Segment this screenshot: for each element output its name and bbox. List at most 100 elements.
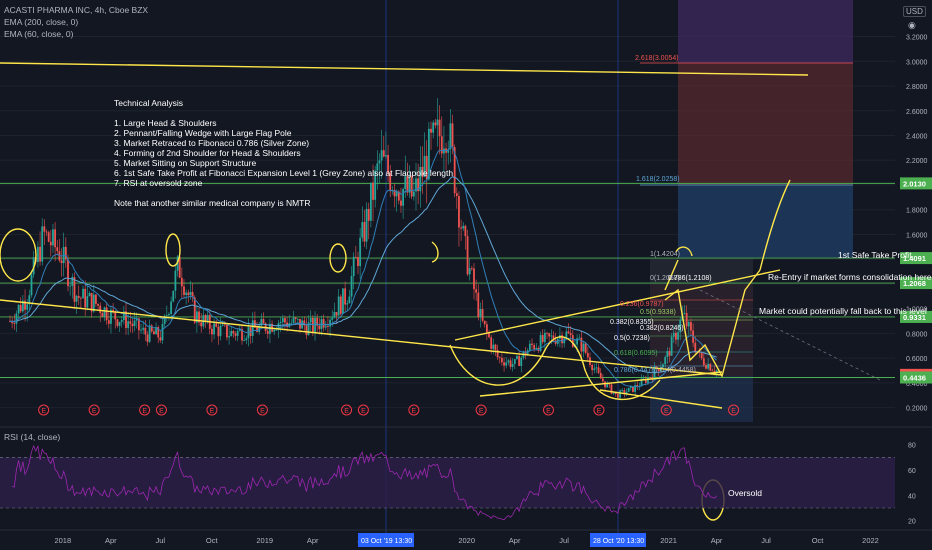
candle-body xyxy=(531,343,533,345)
earnings-marker[interactable]: E xyxy=(256,404,268,416)
candle-body xyxy=(140,329,142,331)
candle-body xyxy=(69,285,72,287)
fib-label-1618: 1.618(2.0258) xyxy=(636,176,680,183)
candle-body xyxy=(234,333,237,336)
earnings-marker[interactable]: E xyxy=(38,404,50,416)
time-highlight-label: 03 Oct '19 13:30 xyxy=(361,538,412,545)
analysis-point: 7. RSI at oversold zone xyxy=(114,178,203,188)
time-tick-label: Oct xyxy=(812,536,825,545)
candle-body xyxy=(432,122,435,133)
candle-body xyxy=(576,338,579,345)
earnings-marker[interactable]: E xyxy=(475,404,487,416)
candle-body xyxy=(365,208,368,242)
candle-body xyxy=(30,274,33,296)
candle-body xyxy=(634,385,637,392)
candle-body xyxy=(189,292,192,296)
earnings-marker[interactable]: E xyxy=(155,404,167,416)
fib-label-0786-top: 0.786(1.2108) xyxy=(668,275,712,282)
fib-label-0: 0(1.2068) xyxy=(650,275,680,282)
candle-body xyxy=(316,317,319,326)
earnings-marker[interactable]: E xyxy=(728,404,740,416)
horizontal-levels xyxy=(0,182,895,378)
candle-body xyxy=(707,363,710,369)
time-highlight-label: 28 Oct '20 13:30 xyxy=(593,538,644,545)
candle-body xyxy=(657,369,660,372)
candle-body xyxy=(425,155,428,180)
candle-body xyxy=(687,322,690,327)
svg-text:E: E xyxy=(361,408,366,415)
candle-body xyxy=(357,257,359,267)
candle-body xyxy=(118,322,121,326)
candle-body xyxy=(178,256,181,278)
candle-body xyxy=(490,337,493,349)
candle-body xyxy=(226,324,228,338)
candle-body xyxy=(294,317,297,319)
candle-body xyxy=(290,322,293,324)
fib-zone-purple xyxy=(678,0,853,63)
candle-body xyxy=(327,326,329,328)
price-tick-label: 0.8000 xyxy=(906,331,928,338)
earnings-marker[interactable]: E xyxy=(139,404,151,416)
candle-body xyxy=(13,323,16,324)
currency-badge[interactable]: USD xyxy=(903,6,926,17)
candle-body xyxy=(402,189,405,206)
earnings-marker[interactable]: E xyxy=(206,404,218,416)
price-tick-label: 2.4000 xyxy=(906,134,928,141)
candle-body xyxy=(105,307,108,321)
svg-text:E: E xyxy=(41,408,46,415)
candle-body xyxy=(690,322,692,331)
candle-body xyxy=(67,259,69,287)
svg-text:E: E xyxy=(159,408,164,415)
ema-60-legend[interactable]: EMA (60, close, 0) xyxy=(4,29,74,39)
fib-label-0382a: 0.382(0.8355) xyxy=(610,319,654,326)
earnings-marker[interactable]: E xyxy=(357,404,369,416)
symbol-title[interactable]: ACASTI PHARMA INC, 4h, Cboe BZX xyxy=(4,5,149,15)
candle-body xyxy=(524,351,527,356)
time-tick-label: Apr xyxy=(105,536,117,545)
fib-zone-blue xyxy=(678,185,853,258)
rsi-tick-label: 20 xyxy=(908,519,916,526)
candle-body xyxy=(511,363,514,367)
rsi-legend[interactable]: RSI (14, close) xyxy=(4,432,61,442)
candle-body xyxy=(39,246,41,262)
candle-body xyxy=(550,335,553,337)
camera-icon[interactable]: ◉ xyxy=(908,20,916,30)
earnings-marker[interactable]: E xyxy=(408,404,420,416)
candle-body xyxy=(496,349,499,358)
ema-200-legend[interactable]: EMA (200, close, 0) xyxy=(4,17,79,27)
candle-body xyxy=(183,286,185,295)
circle-5 xyxy=(675,246,693,257)
earnings-marker[interactable]: E xyxy=(341,404,353,416)
rsi-pane: 80 60 40 20 xyxy=(0,443,916,526)
time-tick-label: 2019 xyxy=(256,536,273,545)
fib-label-05b: 0.5(0.7238) xyxy=(614,335,650,342)
candle-body xyxy=(120,320,123,323)
earnings-marker[interactable]: E xyxy=(88,404,100,416)
candle-body xyxy=(711,370,714,372)
price-badge xyxy=(900,371,932,384)
candle-body xyxy=(350,276,353,297)
earnings-marker[interactable]: E xyxy=(660,404,672,416)
candle-body xyxy=(378,160,381,164)
time-tick-label: Jul xyxy=(559,536,569,545)
candle-body xyxy=(619,390,621,398)
candle-body xyxy=(131,323,134,327)
candle-body xyxy=(114,311,117,320)
candle-body xyxy=(37,246,39,262)
candle-body xyxy=(213,323,215,335)
candle-body xyxy=(709,363,712,371)
candle-body xyxy=(21,300,24,312)
svg-text:E: E xyxy=(731,408,736,415)
candle-body xyxy=(453,147,456,194)
analysis-point: 3. Market Retraced to Fibonacci 0.786 (S… xyxy=(114,138,310,148)
candle-body xyxy=(32,257,35,275)
earnings-marker[interactable]: E xyxy=(542,404,554,416)
candle-body xyxy=(393,189,396,197)
candle-body xyxy=(82,288,84,299)
candle-body xyxy=(60,260,63,264)
earnings-marker[interactable]: E xyxy=(593,404,605,416)
candle-body xyxy=(543,332,546,343)
time-axis[interactable]: 2018 Apr Jul Oct 2019 Apr Jul 2020 Apr Jul 2021 Apr… xyxy=(54,533,879,547)
